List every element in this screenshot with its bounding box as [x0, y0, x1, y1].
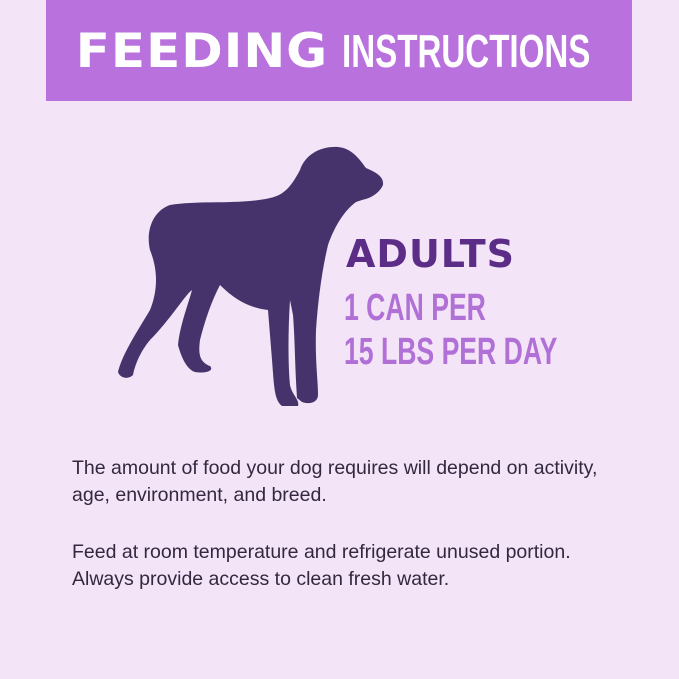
feeding-amount-line1: 1 CAN PER: [344, 287, 486, 329]
title-bold: FEEDING: [75, 22, 329, 79]
note-amount: The amount of food your dog requires wil…: [72, 457, 598, 506]
feeding-group-label: ADULTS: [346, 232, 516, 276]
title-banner: FEEDING INSTRUCTIONS: [46, 0, 632, 101]
title-light: INSTRUCTIONS: [342, 24, 591, 77]
note-storage: Feed at room temperature and refrigerate…: [72, 541, 571, 590]
feeding-amount-line2: 15 LBS PER DAY: [344, 331, 558, 373]
